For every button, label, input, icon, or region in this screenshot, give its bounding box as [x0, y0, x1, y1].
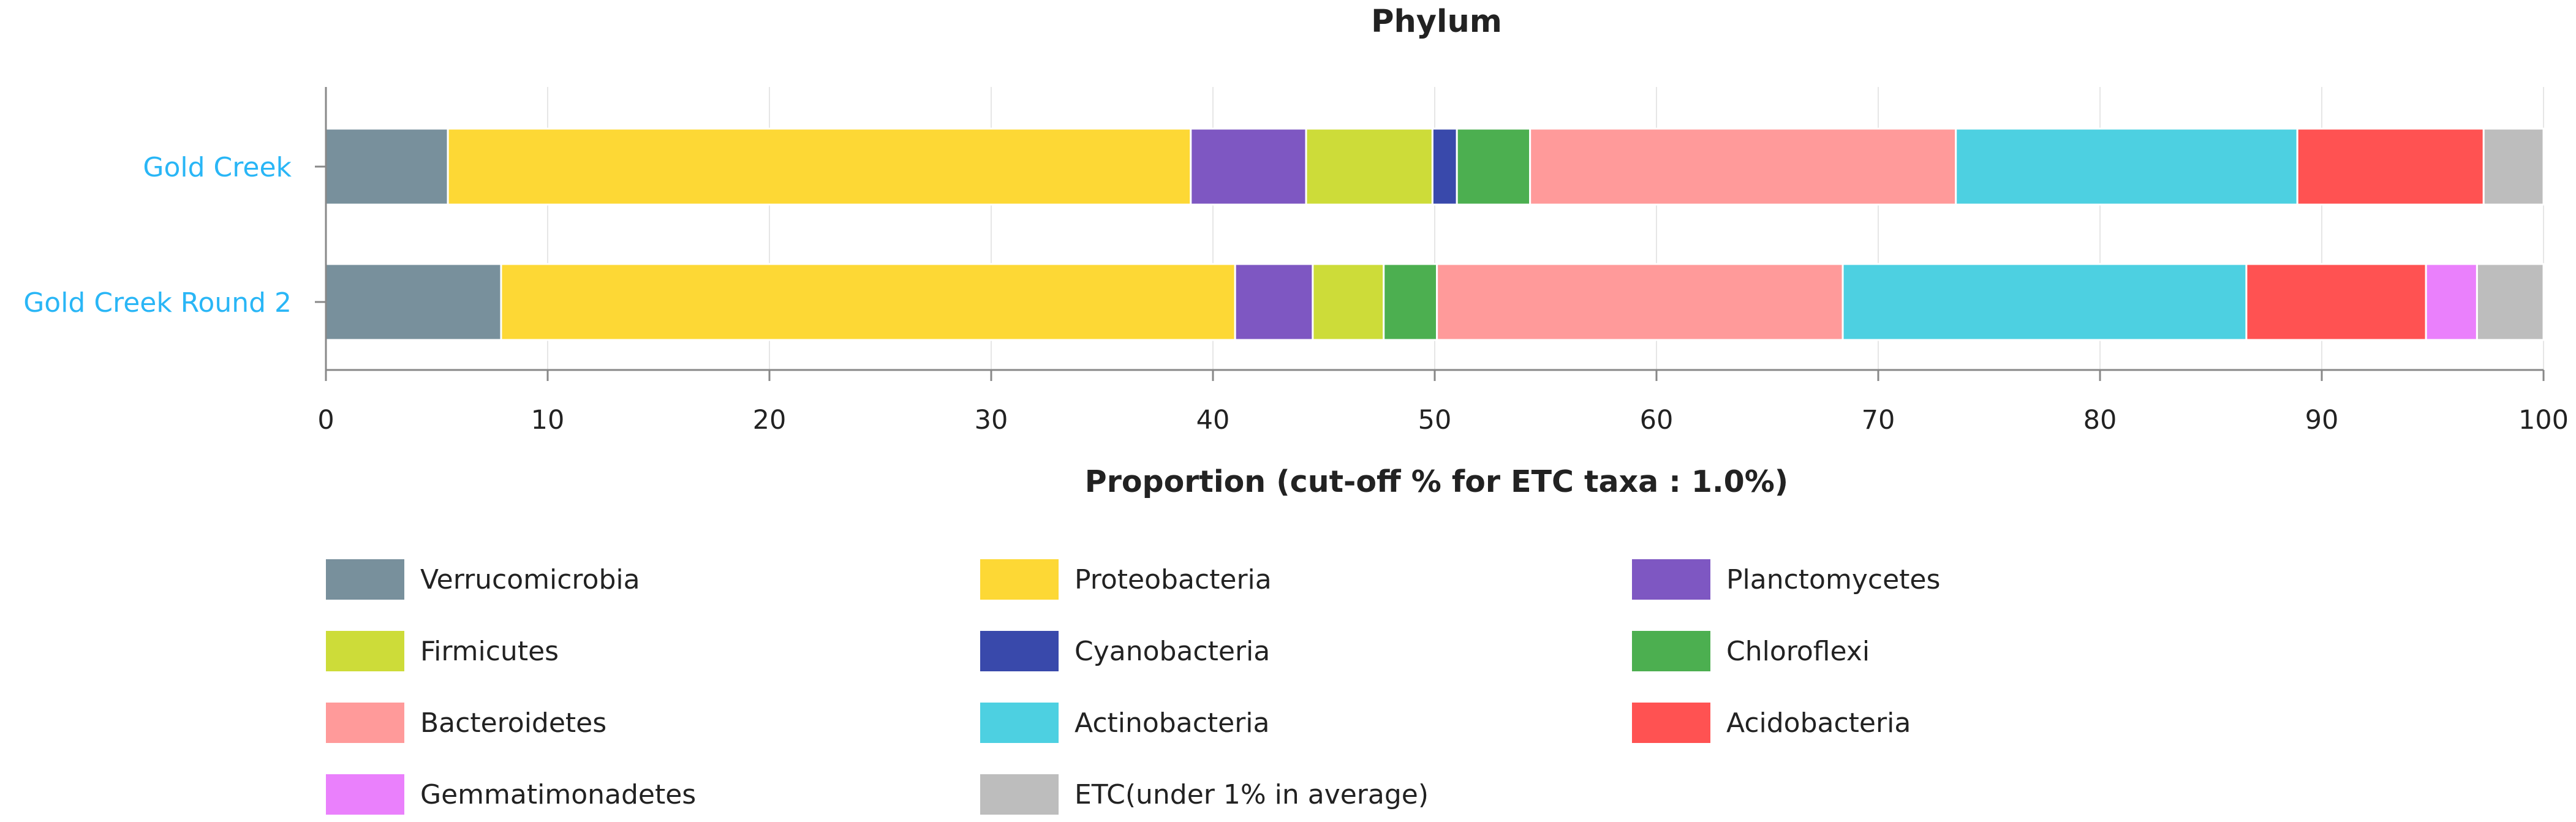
legend-swatch [1632, 559, 1710, 600]
bar-segment[interactable] [1234, 263, 1314, 341]
x-tick-label: 70 [1862, 405, 1895, 436]
x-tick-label: 90 [2305, 405, 2339, 436]
legend-item[interactable]: Firmicutes [326, 631, 559, 671]
legend-swatch [326, 774, 404, 815]
bars [325, 127, 2545, 341]
legend-swatch [326, 631, 404, 671]
legend-label: ETC(under 1% in average) [1075, 779, 1429, 810]
bar-segment[interactable] [1529, 127, 1957, 206]
bar-segment[interactable] [1431, 127, 1458, 206]
legend-label: Proteobacteria [1075, 564, 1272, 595]
legend-swatch [1632, 631, 1710, 671]
legend-item[interactable]: ETC(under 1% in average) [980, 774, 1429, 815]
legend-item[interactable]: Chloroflexi [1632, 631, 1870, 671]
bar-segment[interactable] [1436, 263, 1844, 341]
chart-title: Phylum [1371, 4, 1502, 40]
bar-segment[interactable] [325, 263, 502, 341]
x-tick-label: 10 [531, 405, 565, 436]
bar-segment[interactable] [1456, 127, 1532, 206]
bar-segment[interactable] [2425, 263, 2478, 341]
y-category-labels: Gold Creek Gold Creek Round 2 [23, 152, 292, 319]
category-label[interactable]: Gold Creek [143, 152, 292, 183]
x-tick-labels: 0 10 20 30 40 50 60 70 80 90 100 [317, 405, 2569, 436]
legend-item[interactable]: Planctomycetes [1632, 559, 1940, 600]
legend-item[interactable]: Proteobacteria [980, 559, 1272, 600]
legend-item[interactable]: Gemmatimonadetes [326, 774, 696, 815]
legend-item[interactable]: Verrucomicrobia [326, 559, 640, 600]
category-label[interactable]: Gold Creek Round 2 [23, 287, 292, 319]
legend-label: Firmicutes [420, 636, 559, 667]
legend-label: Actinobacteria [1075, 707, 1269, 739]
bar-segment[interactable] [2476, 263, 2545, 341]
bar-segment[interactable] [500, 263, 1236, 341]
legend-swatch [980, 703, 1059, 743]
bar-segment[interactable] [1305, 127, 1433, 206]
legend-label: Verrucomicrobia [420, 564, 640, 595]
legend-item[interactable]: Actinobacteria [980, 703, 1269, 743]
axes [315, 87, 2545, 381]
legend: Verrucomicrobia Proteobacteria Planctomyce… [326, 559, 1940, 815]
bar-segment[interactable] [1190, 127, 1307, 206]
bar-segment[interactable] [325, 127, 449, 206]
x-axis-label: Proportion (cut-off % for ETC taxa : 1.0… [1085, 464, 1788, 499]
x-tick-label: 60 [1640, 405, 1674, 436]
legend-label: Gemmatimonadetes [420, 779, 696, 810]
x-tick-label: 50 [1418, 405, 1452, 436]
x-tick-label: 0 [317, 405, 334, 436]
legend-swatch [980, 774, 1059, 815]
x-tick-label: 30 [975, 405, 1008, 436]
legend-label: Bacteroidetes [420, 707, 606, 739]
x-tick-label: 80 [2083, 405, 2117, 436]
x-tick-label: 100 [2518, 405, 2569, 436]
legend-label: Planctomycetes [1726, 564, 1940, 595]
legend-label: Acidobacteria [1726, 707, 1911, 739]
bar-segment[interactable] [2245, 263, 2427, 341]
legend-swatch [980, 559, 1059, 600]
bar-segment[interactable] [1841, 263, 2248, 341]
bar-segment[interactable] [1312, 263, 1385, 341]
legend-swatch [326, 703, 404, 743]
legend-swatch [326, 559, 404, 600]
bar-segment[interactable] [1383, 263, 1438, 341]
bar-segment[interactable] [1955, 127, 2298, 206]
x-tick-label: 20 [753, 405, 787, 436]
legend-item[interactable]: Bacteroidetes [326, 703, 606, 743]
legend-swatch [980, 631, 1059, 671]
bar-segment[interactable] [447, 127, 1192, 206]
legend-label: Chloroflexi [1726, 636, 1870, 667]
legend-swatch [1632, 703, 1710, 743]
legend-label: Cyanobacteria [1075, 636, 1270, 667]
legend-item[interactable]: Cyanobacteria [980, 631, 1270, 671]
bar-segment[interactable] [2482, 127, 2545, 206]
legend-item[interactable]: Acidobacteria [1632, 703, 1911, 743]
bar-segment[interactable] [2296, 127, 2485, 206]
x-tick-label: 40 [1196, 405, 1230, 436]
